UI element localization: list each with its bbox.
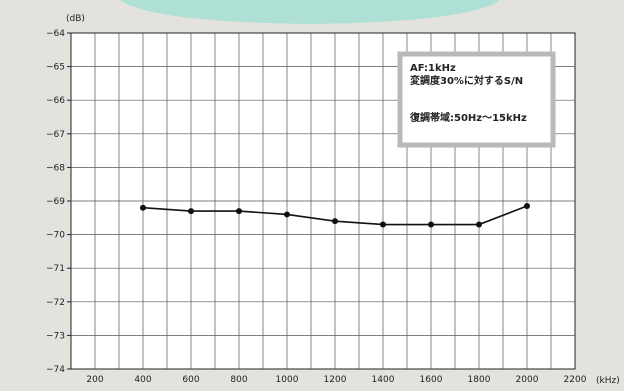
y-tick-label: −68 [46, 163, 65, 173]
x-tick-label: 2000 [516, 375, 539, 385]
y-tick-label: −64 [46, 29, 65, 39]
x-tick-label: 600 [182, 375, 199, 385]
y-tick-label: −71 [46, 264, 65, 274]
data-point [284, 211, 290, 218]
x-tick-label: 1800 [468, 375, 491, 385]
y-unit-label: (dB) [66, 14, 85, 24]
y-tick-label: −72 [46, 298, 65, 308]
legend-line-2: 変調度30%に対するS/N [410, 74, 523, 87]
data-point [332, 218, 338, 225]
top-banner [120, 0, 500, 24]
legend-line-3: 復調帯域:50Hz～15kHz [409, 111, 527, 124]
y-axis: −64 −65 −66 −67 −68 −69 −70 −71 −72 −73 −74 [46, 29, 71, 375]
data-point [188, 208, 194, 215]
data-point [524, 203, 530, 210]
legend-box: AF:1kHz 変調度30%に対するS/N 復調帯域:50Hz～15kHz [397, 51, 556, 148]
x-tick-label: 2200 [564, 375, 587, 385]
data-point [380, 221, 386, 228]
x-tick-label: 1200 [324, 375, 347, 385]
data-point [428, 221, 434, 228]
data-point [140, 204, 146, 211]
y-tick-label: −65 [46, 63, 65, 73]
y-tick-label: −74 [46, 365, 65, 375]
y-tick-label: −73 [46, 331, 65, 341]
x-tick-label: 1600 [420, 375, 443, 385]
y-tick-label: −67 [46, 130, 65, 140]
data-point [476, 221, 482, 228]
x-tick-label: 400 [134, 375, 151, 385]
legend-box-frame [397, 51, 556, 148]
legend-line-1: AF:1kHz [410, 63, 456, 74]
data-point [236, 208, 242, 215]
y-tick-label: −66 [46, 96, 65, 106]
x-unit-label: (kHz) [596, 376, 620, 386]
data-series [140, 203, 530, 228]
x-tick-label: 1400 [372, 375, 395, 385]
x-tick-label: 200 [86, 375, 103, 385]
x-axis: 200 400 600 800 1000 1200 1400 1600 1800 2000 2200 [86, 375, 586, 385]
x-tick-label: 800 [230, 375, 247, 385]
y-tick-label: −69 [46, 197, 65, 207]
grid [71, 33, 575, 369]
y-tick-label: −70 [46, 231, 65, 241]
x-tick-label: 1000 [276, 375, 299, 385]
